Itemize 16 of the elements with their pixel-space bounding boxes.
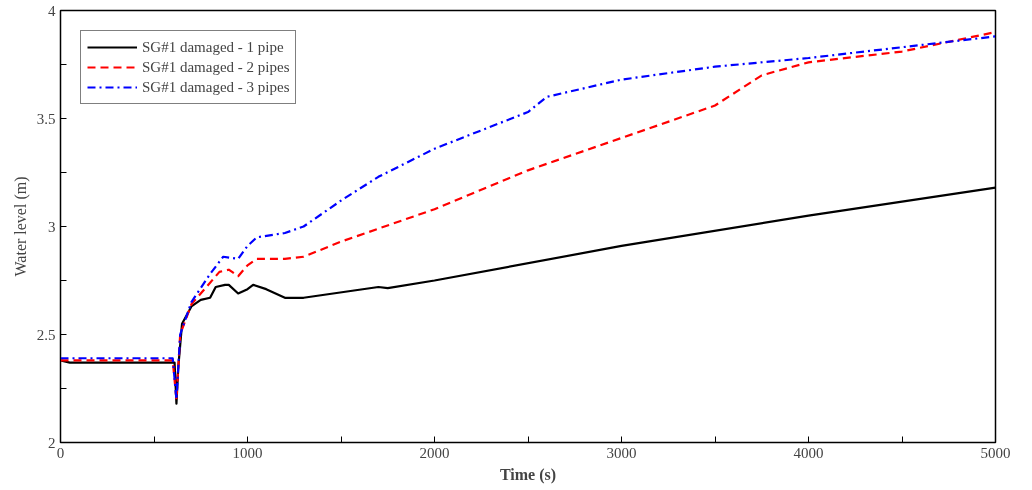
x-tick-label: 2000 <box>419 444 450 461</box>
y-tick-label: 2.5 <box>36 326 56 343</box>
legend-label: SG#1 damaged - 3 pipes <box>142 78 290 96</box>
x-tick-label: 5000 <box>980 444 1011 461</box>
legend-label: SG#1 damaged - 2 pipes <box>142 58 290 76</box>
y-tick-label: 3.5 <box>36 110 56 127</box>
y-axis-title: Water level (m) <box>11 176 30 277</box>
x-tick-label: 4000 <box>793 444 824 461</box>
y-tick-label: 3 <box>48 218 56 235</box>
x-tick-label: 0 <box>56 444 65 461</box>
legend-label: SG#1 damaged - 1 pipe <box>142 38 284 56</box>
y-tick-label: 4 <box>48 2 56 19</box>
x-tick-label: 1000 <box>232 444 263 461</box>
x-tick-label: 3000 <box>606 444 637 461</box>
y-tick-label: 2 <box>48 434 56 451</box>
x-axis-title: Time (s) <box>499 465 557 484</box>
